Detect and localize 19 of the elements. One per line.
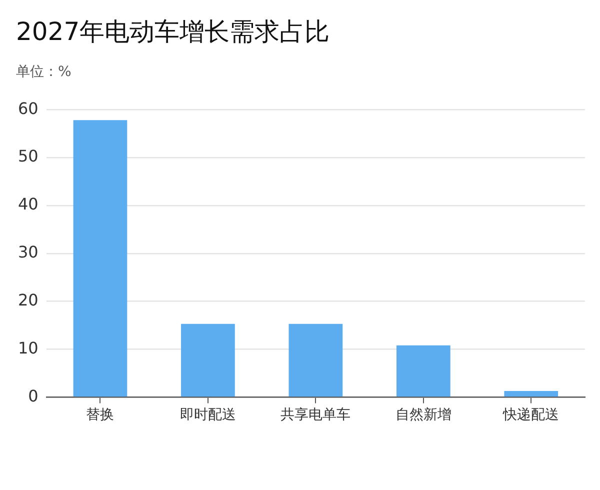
x-tick-label: 自然新增 <box>395 407 452 424</box>
y-tick-label: 10 <box>18 338 38 358</box>
bar <box>504 390 558 397</box>
bar <box>73 120 128 397</box>
x-tick-label: 即时配送 <box>180 407 236 424</box>
x-tick-label: 替换 <box>86 407 114 424</box>
bar <box>288 324 343 397</box>
y-tick-label: 60 <box>18 98 38 118</box>
y-tick-label: 30 <box>18 242 38 262</box>
y-tick-label: 40 <box>18 194 38 214</box>
x-tick-label: 快递配送 <box>502 407 560 424</box>
chart-title: 2027年电动车增长需求占比 <box>16 16 330 48</box>
y-tick-label: 20 <box>18 290 38 310</box>
chart-subtitle: 单位：% <box>16 63 72 82</box>
y-tick-label: 0 <box>28 386 38 406</box>
y-tick-label: 50 <box>18 146 38 166</box>
bar <box>396 345 450 397</box>
x-tick-label: 共享电单车 <box>280 407 351 424</box>
bar <box>181 324 235 397</box>
